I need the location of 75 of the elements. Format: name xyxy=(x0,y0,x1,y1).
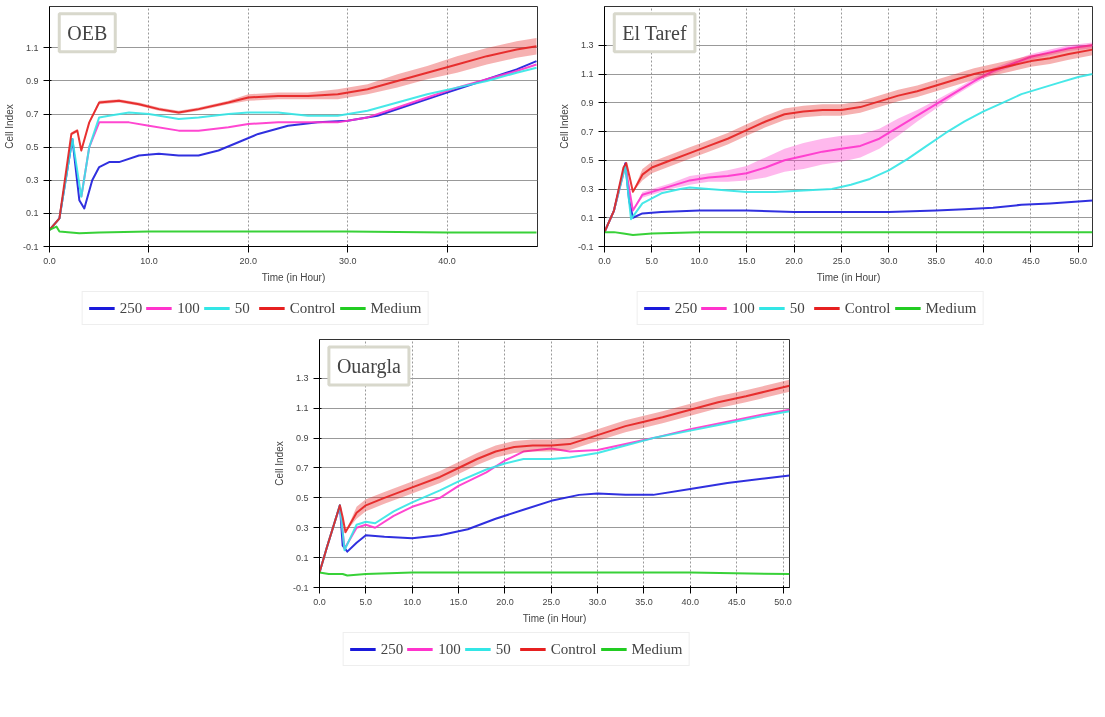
legend-label: 50 xyxy=(234,299,251,317)
x-tick-label: 40.0 xyxy=(974,255,993,266)
x-tick-label: 40.0 xyxy=(681,596,700,607)
line-series xyxy=(49,225,538,235)
y-tick-label: 0.3 xyxy=(25,175,39,186)
y-tick-label: 0.7 xyxy=(295,462,309,473)
x-tick-label: 0.0 xyxy=(598,255,611,266)
x-tick-label: 5.0 xyxy=(359,596,373,607)
y-tick-label: 0.5 xyxy=(580,155,594,166)
x-axis-title: Time (in Hour) xyxy=(522,612,587,624)
x-tick-label: 20.0 xyxy=(785,255,803,266)
x-tick-label: 45.0 xyxy=(727,596,746,607)
x-tick-label: 35.0 xyxy=(635,596,653,607)
legend-label: Medium xyxy=(370,299,422,317)
y-tick-label: 1.1 xyxy=(580,69,594,80)
legend-label: 250 xyxy=(380,640,404,658)
x-tick-label: 25.0 xyxy=(832,255,851,266)
x-tick-label: 30.0 xyxy=(338,255,357,266)
y-tick-label: 0.7 xyxy=(580,126,594,137)
x-tick-label: 15.0 xyxy=(449,596,468,607)
x-tick-label: 35.0 xyxy=(927,255,945,266)
x-tick-label: 5.0 xyxy=(645,255,659,266)
x-tick-label: 40.0 xyxy=(438,255,456,266)
x-tick-label: 10.0 xyxy=(690,255,709,266)
x-tick-label: 10.0 xyxy=(140,255,158,266)
legend-label: Control xyxy=(289,299,336,317)
legend-label: Control xyxy=(550,640,597,658)
x-tick-label: 30.0 xyxy=(880,255,898,266)
legend-label: Medium xyxy=(925,299,977,317)
legend-label: 250 xyxy=(674,299,698,317)
y-tick-label: 0.1 xyxy=(25,208,39,219)
legend-label: 100 xyxy=(177,299,200,317)
x-tick-label: 45.0 xyxy=(1022,255,1040,266)
x-tick-label: 50.0 xyxy=(774,596,792,607)
text: El Taref xyxy=(622,21,687,44)
y-tick-label: 0.5 xyxy=(295,492,309,503)
y-tick-label: 0.9 xyxy=(25,75,39,86)
x-tick-label: 15.0 xyxy=(737,255,756,266)
y-tick-label: 0.7 xyxy=(25,109,39,120)
y-tick-label: -0.1 xyxy=(22,241,39,252)
x-tick-label: 20.0 xyxy=(239,255,258,266)
y-tick-label: 1.1 xyxy=(25,42,39,53)
text: Ouargla xyxy=(336,354,402,378)
x-tick-label: 50.0 xyxy=(1069,255,1088,266)
legend-label: 250 xyxy=(119,299,143,317)
y-tick-label: 1.1 xyxy=(295,403,309,414)
y-tick-label: 1.3 xyxy=(295,373,309,384)
y-tick-label: 0.3 xyxy=(295,522,309,533)
x-tick-label: 0.0 xyxy=(313,596,326,607)
y-axis-title: Cell Index xyxy=(558,104,570,149)
legend-label: 50 xyxy=(495,640,512,658)
x-axis-title: Time (in Hour) xyxy=(261,271,326,283)
y-tick-label: -0.1 xyxy=(577,241,594,252)
y-tick-label: 0.9 xyxy=(295,433,309,444)
y-axis-title: Cell Index xyxy=(273,441,285,486)
x-tick-label: 30.0 xyxy=(588,596,607,607)
y-tick-label: 0.9 xyxy=(580,97,594,108)
legend-label: 50 xyxy=(789,299,806,317)
y-tick-label: 0.5 xyxy=(25,142,39,153)
text: OEB xyxy=(67,21,108,44)
legend-label: 100 xyxy=(732,299,755,317)
x-tick-label: 20.0 xyxy=(496,596,514,607)
y-tick-label: -0.1 xyxy=(292,582,309,593)
x-tick-label: 25.0 xyxy=(542,596,561,607)
y-tick-label: 0.1 xyxy=(580,212,594,223)
legend-label: 100 xyxy=(438,640,461,658)
legend-label: Control xyxy=(844,299,891,317)
y-tick-label: 0.1 xyxy=(295,552,309,563)
y-axis-title: Cell Index xyxy=(3,104,15,149)
legend-label: Medium xyxy=(631,640,683,658)
y-tick-label: 1.3 xyxy=(580,40,594,51)
x-axis-title: Time (in Hour) xyxy=(816,271,881,283)
y-tick-label: 0.3 xyxy=(580,184,594,195)
x-tick-label: 10.0 xyxy=(403,596,421,607)
x-tick-label: 0.0 xyxy=(43,255,56,266)
